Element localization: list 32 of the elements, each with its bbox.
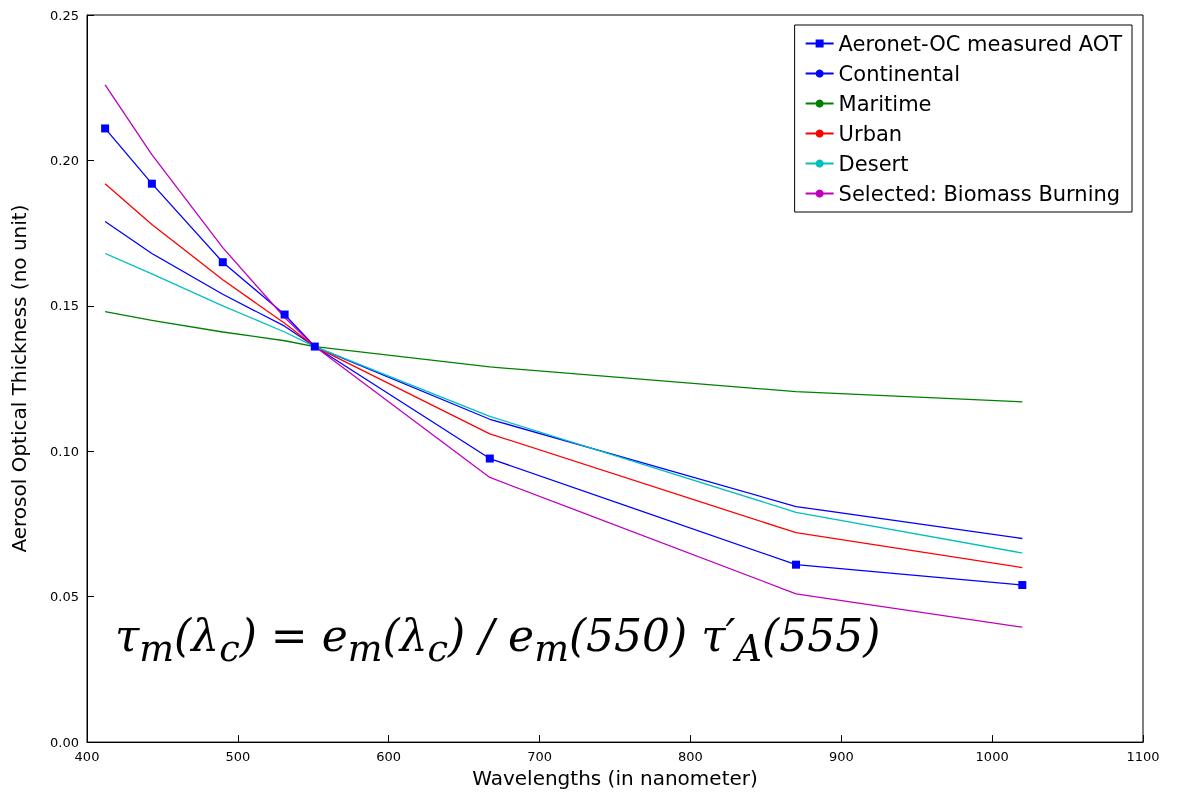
x-tick-label: 700: [527, 749, 552, 765]
legend-label: Desert: [838, 151, 909, 176]
y-tick-label: 0.20: [50, 152, 79, 168]
x-tick-label: 400: [74, 749, 100, 765]
point: [1018, 581, 1027, 590]
y-tick-label: 0.05: [50, 589, 79, 605]
x-tick-label: 800: [678, 749, 703, 765]
text: τ$_{m}$(λ$_{c}$) = e$_{m}$(λ$_{c}$) / e$_{m}$(550) τ′$_{A}$(555): [115, 610, 881, 670]
point: [792, 560, 801, 569]
legend-label: Urban: [838, 121, 903, 146]
y-axis-title: Aerosol Optical Thickness (no unit): [7, 204, 31, 553]
x-tick-label: 1000: [975, 749, 1009, 765]
x-tick-label: 600: [376, 749, 402, 765]
legend-label: Maritime: [838, 91, 932, 116]
point: [485, 454, 494, 463]
x-tick-label: 1100: [1126, 749, 1160, 765]
point: [147, 179, 156, 188]
point: [101, 124, 110, 133]
point: [310, 342, 319, 351]
x-tick-label: 500: [225, 749, 251, 765]
x-axis-title: Wavelengths (in nanometer): [472, 766, 758, 790]
y-tick-label: 0.10: [50, 443, 79, 459]
point: [218, 258, 227, 267]
point: [280, 310, 289, 319]
y-tick-label: 0.25: [50, 7, 79, 23]
x-tick-label: 900: [828, 749, 854, 765]
y-tick-label: 0.15: [50, 298, 79, 314]
legend-label: Continental: [838, 61, 960, 86]
legend-label: Aeronet-OC measured AOT: [838, 31, 1123, 56]
y-tick-label: 0.00: [50, 734, 79, 750]
line-series: [104, 311, 1023, 403]
legend-label: Selected: Biomass Burning: [838, 181, 1121, 206]
